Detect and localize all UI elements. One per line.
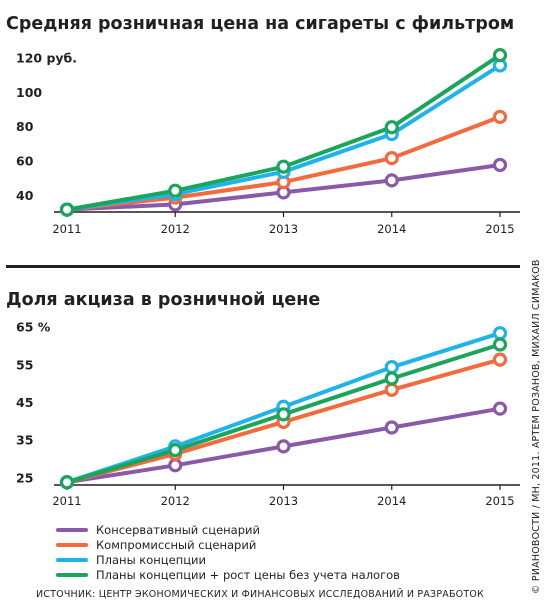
chart-2-point-plans_plus (276, 407, 291, 422)
chart-1-y-tick-label: 80 (16, 119, 34, 134)
chart-2-point-conservative (384, 420, 399, 435)
legend-label-plans: Планы концепции (96, 553, 206, 567)
chart-2-point-compromise (384, 382, 399, 397)
chart-2-y-tick-label: 25 (16, 470, 33, 485)
chart-2-title: Доля акциза в розничной цене (6, 290, 320, 310)
chart-1-point-plans_plus (492, 48, 508, 63)
chart-2-y-tick-label: 35 (16, 433, 33, 448)
chart-2-point-conservative (492, 401, 508, 416)
chart-1-x-tick-label: 2014 (377, 222, 406, 236)
chart-1-point-compromise (384, 150, 399, 166)
credit-note: © РИАНОВОСТИ / МН, 2011. АРТЕМ РОЗАНОВ, … (531, 259, 542, 594)
section-divider (6, 265, 520, 268)
chart-2-y-tick-label: 65 % (16, 320, 51, 335)
chart-2-y-tick-label: 55 (16, 357, 33, 372)
chart-1-y-tick-label: 40 (16, 188, 34, 203)
chart-1-point-plans_plus (168, 183, 183, 198)
chart-2-point-plans (384, 360, 399, 375)
chart-2-point-conservative (276, 439, 291, 454)
chart-1-point-conservative (384, 173, 399, 188)
chart-2-point-plans_plus (168, 443, 183, 458)
source-note: ИСТОЧНИК: ЦЕНТР ЭКОНОМИЧЕСКИХ И ФИНАНСОВ… (36, 588, 484, 600)
chart-1-y-tick-label: 60 (16, 154, 34, 169)
legend-label-conservative: Консервативный сценарий (96, 523, 260, 537)
legend-label-compromise: Компромиссный сценарий (96, 538, 256, 552)
chart-2-point-plans_plus (59, 475, 75, 490)
chart-1-point-conservative (492, 157, 508, 173)
chart-1-y-tick-label: 120 руб. (16, 51, 77, 66)
chart-2-point-plans_plus (384, 371, 399, 386)
chart-1-point-compromise (492, 109, 508, 125)
chart-2-x-tick-label: 2015 (485, 494, 514, 508)
chart-2-x-tick-label: 2013 (269, 494, 298, 508)
chart-1-x-tick-label: 2012 (161, 222, 190, 236)
chart-2-excise-share: 2011 2012 2013 2014 2015 25 35 45 55 65 % (16, 320, 520, 508)
chart-2-y-tick-label: 45 (16, 395, 33, 410)
chart-1-title: Средняя розничная цена на сигареты с фил… (6, 14, 514, 34)
chart-1-point-plans_plus (384, 120, 399, 135)
chart-2-x-tick-label: 2012 (161, 494, 190, 508)
chart-1-point-plans_plus (59, 202, 75, 217)
chart-2-x-tick-label: 2011 (52, 494, 81, 508)
chart-2-point-plans (492, 326, 508, 341)
chart-2-point-conservative (168, 458, 183, 473)
chart-1-x-tick-label: 2011 (52, 222, 81, 236)
chart-1-x-tick-label: 2015 (485, 222, 514, 236)
chart-2-point-compromise (492, 352, 508, 367)
chart-1-point-plans_plus (276, 159, 291, 174)
chart-1-y-tick-label: 100 (16, 85, 42, 100)
chart-2-point-plans_plus (492, 337, 508, 352)
chart-1-x-tick-label: 2013 (269, 222, 298, 236)
chart-2-x-tick-label: 2014 (377, 494, 406, 508)
chart-1-price: 2011 2012 2013 2014 2015 40 60 80 100 120 руб. (16, 48, 520, 236)
legend-label-plans_plus: Планы концепции + рост цены без учета на… (96, 568, 400, 582)
